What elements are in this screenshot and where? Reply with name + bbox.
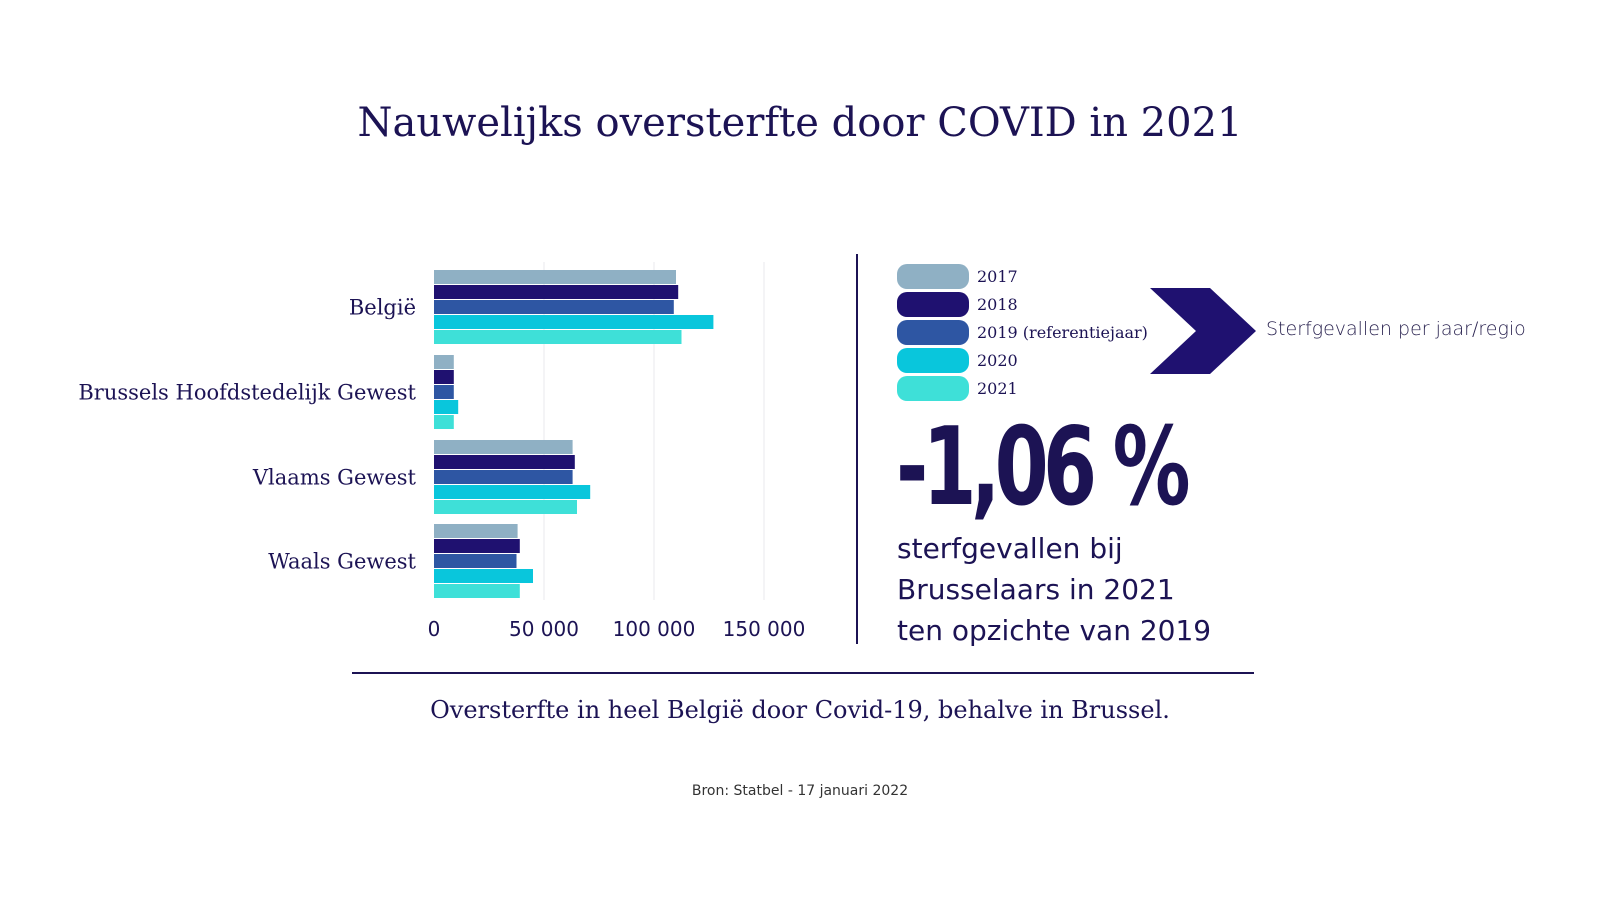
footer-text: Oversterfte in heel België door Covid-19…: [430, 696, 1170, 724]
legend-swatch-2017: [897, 263, 969, 289]
bar: [434, 440, 573, 454]
category-label: België: [349, 296, 416, 320]
legend-item-2017: 2017: [897, 262, 1148, 290]
legend-label-2017: 2017: [977, 266, 1018, 286]
legend-swatch-2021: [897, 375, 969, 401]
bar: [434, 355, 454, 369]
legend-item-2021: 2021: [897, 374, 1148, 402]
stat-caption-line-1: sterfgevallen bij: [897, 532, 1123, 565]
bar: [434, 554, 517, 568]
vertical-divider: [856, 254, 858, 644]
category-label: Vlaams Gewest: [252, 466, 417, 490]
legend-item-2018: 2018: [897, 290, 1148, 318]
legend-item-2020: 2020: [897, 346, 1148, 374]
x-tick-label: 150 000: [723, 617, 806, 641]
source-text: Bron: Statbel - 17 januari 2022: [691, 783, 909, 799]
bar: [434, 370, 454, 384]
legend-swatch-2018: [897, 291, 969, 317]
legend-label-2021: 2021: [977, 378, 1018, 398]
bar: [434, 285, 679, 299]
x-tick-label: 50 000: [509, 617, 579, 641]
bar: [434, 500, 577, 514]
legend-swatch-2019: [897, 319, 969, 345]
bar: [434, 330, 682, 344]
category-label: Waals Gewest: [268, 550, 416, 574]
legend-label-2018: 2018: [977, 294, 1018, 314]
stat-caption-line-2: Brusselaars in 2021: [897, 573, 1175, 606]
bar: [434, 270, 676, 284]
bar: [434, 470, 573, 484]
bar: [434, 400, 459, 414]
bar-chart: België Brussels Hoofdstedelijk Gewest Vlaa…: [78, 262, 806, 641]
bar: [434, 524, 518, 538]
bar: [434, 584, 520, 598]
bar: [434, 455, 575, 469]
legend-item-2019: 2019 (referentiejaar): [897, 318, 1148, 346]
bar: [434, 569, 533, 583]
horizontal-divider: [352, 672, 1254, 674]
x-tick-label: 100 000: [613, 617, 696, 641]
stat-value: -1,06 %: [896, 405, 1191, 530]
legend-swatch-2020: [897, 347, 969, 373]
bar: [434, 315, 714, 329]
chevron-right-icon: [1150, 288, 1256, 374]
bar: [434, 415, 454, 429]
bar: [434, 385, 454, 399]
bar: [434, 539, 520, 553]
x-tick-label: 0: [428, 617, 441, 641]
legend: 2017 2018 2019 (referentiejaar) 2020 202…: [897, 262, 1148, 402]
bar: [434, 300, 674, 314]
bar: [434, 485, 591, 499]
legend-title: Sterfgevallen per jaar/regio: [1266, 318, 1526, 340]
legend-label-2020: 2020: [977, 350, 1018, 370]
stat-caption-line-3: ten opzichte van 2019: [897, 614, 1212, 647]
legend-label-2019: 2019 (referentiejaar): [977, 322, 1148, 342]
category-label: Brussels Hoofdstedelijk Gewest: [78, 381, 416, 405]
chart-title: Nauwelijks oversterfte door COVID in 202…: [357, 100, 1243, 146]
stat-caption: sterfgevallen bij Brusselaars in 2021 te…: [897, 528, 1211, 651]
